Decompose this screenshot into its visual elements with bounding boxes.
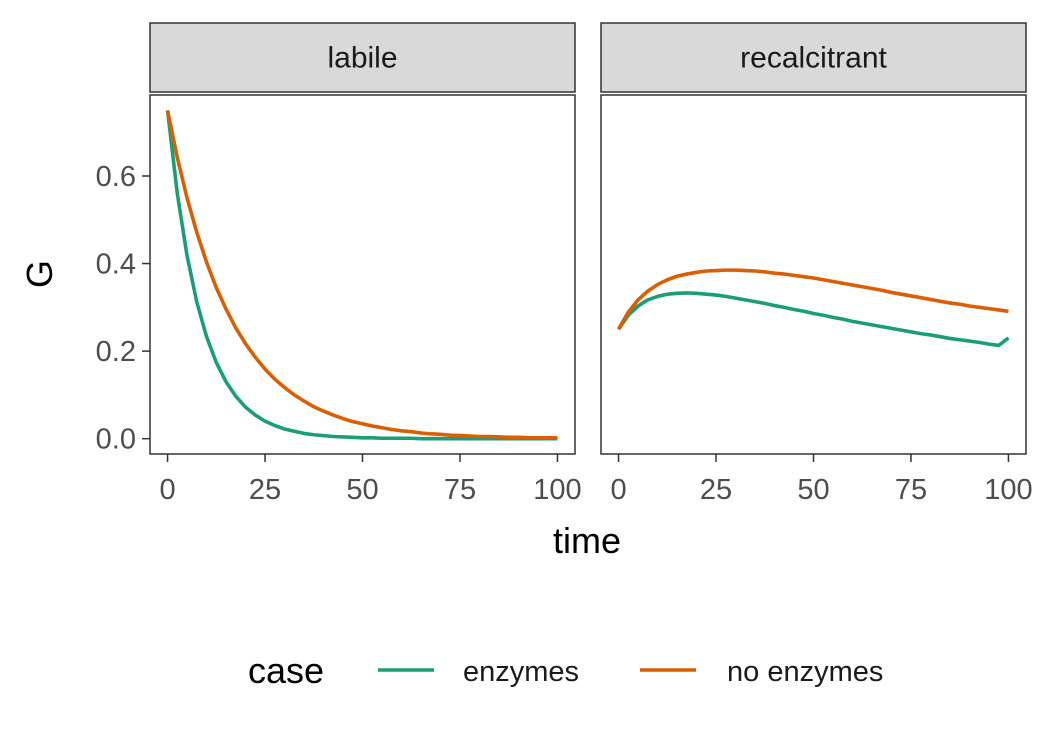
plot-panel-border [149,94,576,455]
plot-panel-border [600,94,1027,455]
series-line-no-enzymes [616,268,1009,331]
strip-label: recalcitrant [740,42,887,75]
legend-title: case [248,650,324,691]
y-axis-title: G [19,260,60,288]
x-tick-label: 50 [797,474,829,506]
x-tick-label: 25 [700,474,732,506]
legend-label-enzymes: enzymes [463,656,579,688]
x-axis-title: time [553,520,621,561]
strip-label: labile [327,42,397,75]
y-axis: 0.0 0.2 0.4 0.6 [96,161,150,456]
panel-labile: labile 0 25 50 75 100 0.0 0.2 0.4 0.6 [96,22,582,506]
series-line-no-enzymes [165,109,558,440]
x-axis: 0 25 50 75 100 [610,454,1033,506]
x-tick-label: 0 [610,474,626,506]
legend: case enzymes no enzymes [248,650,883,691]
legend-label-no-enzymes: no enzymes [727,656,883,688]
panel-recalcitrant: recalcitrant 0 25 50 75 100 [600,22,1033,506]
y-tick-label: 0.2 [96,336,136,368]
x-tick-label: 100 [984,474,1032,506]
y-tick-label: 0.0 [96,424,136,456]
y-tick-label: 0.6 [96,161,136,193]
strip-background [600,22,1027,93]
x-axis: 0 25 50 75 100 [159,454,582,506]
x-tick-label: 75 [444,474,476,506]
y-tick-label: 0.4 [96,249,136,281]
series-line-enzymes [617,291,1010,348]
x-tick-label: 100 [533,474,581,506]
x-tick-label: 50 [346,474,378,506]
x-tick-label: 25 [249,474,281,506]
x-tick-label: 0 [159,474,175,506]
x-tick-label: 75 [895,474,927,506]
panels-layer: labile 0 25 50 75 100 0.0 0.2 0.4 0.6 recalcitrant… [96,22,1033,506]
strip-background [149,22,576,93]
series-line-enzymes [165,110,558,441]
